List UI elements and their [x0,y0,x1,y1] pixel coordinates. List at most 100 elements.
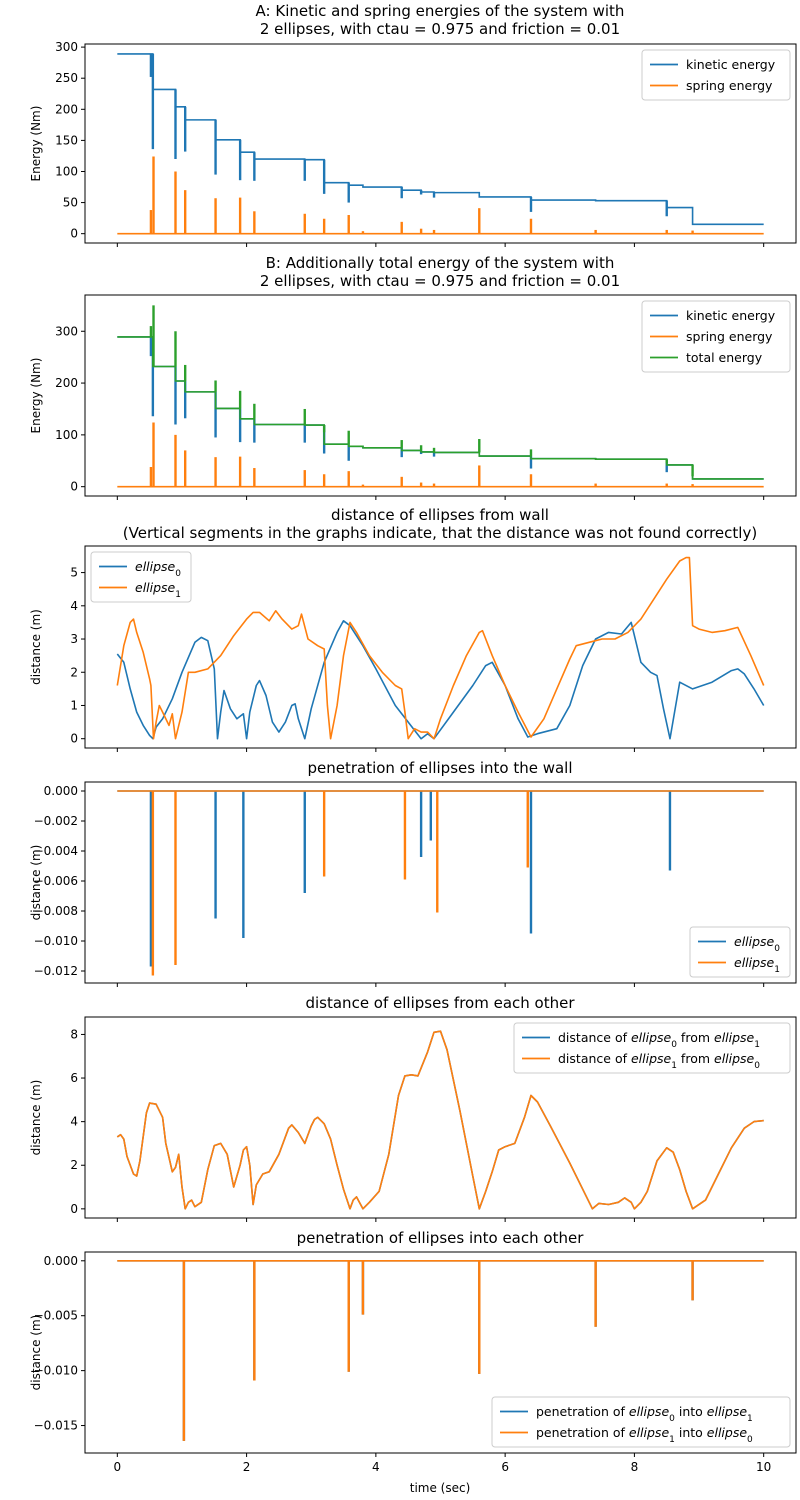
legend: penetration of ellipse0 into ellipse1pen… [491,1396,791,1448]
legend-label: ellipse0 [135,559,181,579]
legend-text-run: 0 [754,1061,760,1071]
legend-text-run: spring energy [686,329,773,344]
legend-text-run: 0 [669,1414,675,1424]
chart-title-line: A: Kinetic and spring energies of the sy… [256,2,625,20]
chart-title-line: B: Additionally total energy of the syst… [266,254,615,272]
y-tick-label: 0 [70,1202,78,1216]
y-tick-label: 1 [70,698,78,712]
y-axis-label: distance (m) [29,1080,43,1156]
x-tick-label: 2 [243,1460,251,1474]
y-tick-label: 2 [70,665,78,679]
panel-E: distance of ellipses from each other 0 2 4 6… [29,994,797,1222]
y-tick-label: −0.002 [34,814,78,828]
y-tick-label: 0 [70,227,78,241]
plot-data [117,53,764,235]
legend: kinetic energy spring energy total energy [641,300,791,373]
plot-frame [84,1251,797,1454]
y-tick-label: 6 [70,1071,78,1085]
legend-text-run: 1 [671,1061,677,1071]
legend-text-run: total energy [686,350,763,365]
legend-text-run: 1 [669,1435,675,1445]
y-tick-label: 300 [55,324,78,338]
y-tick-label: −0.012 [34,964,78,978]
legend-label: total energy [686,350,763,365]
legend-text-run: penetration of [536,1404,629,1419]
legend-frame [641,49,791,101]
legend-text-run: ellipse [629,1425,670,1440]
y-tick-label: 50 [63,196,78,210]
legend-frame [513,1022,791,1074]
y-axis-label: Energy (Nm) [29,358,43,434]
legend-text-run: ellipse [135,559,176,574]
legend-label: kinetic energy [686,308,776,323]
panel-B: B: Additionally total energy of the syst… [29,254,797,500]
legend-label: spring energy [686,329,773,344]
legend-text-run: ellipse [707,1425,748,1440]
legend-text-run: kinetic energy [686,57,776,72]
chart-title-line: distance of ellipses from each other [305,994,575,1012]
panel-F: penetration of ellipses into each other 0… [29,1229,797,1474]
legend-text-run: 1 [754,1040,760,1050]
series-line-green [117,336,764,480]
y-tick-label: 0.000 [44,1254,78,1268]
chart-title-line: penetration of ellipses into the wall [307,759,572,777]
legend-text-run: 0 [747,1435,753,1445]
x-tick-label: 6 [501,1460,509,1474]
y-tick-label: 5 [70,566,78,580]
legend: kinetic energy spring energy [641,49,791,101]
chart-title-line: penetration of ellipses into each other [297,1229,585,1247]
y-tick-label: 2 [70,1158,78,1172]
legend-text-run: ellipse [734,955,775,970]
legend-text-run: ellipse [631,1030,672,1045]
legend-text-run: ellipse [714,1030,755,1045]
legend-label: distance of ellipse0 from ellipse1 [558,1030,760,1050]
chart-title-line: (Vertical segments in the graphs indicat… [123,524,757,542]
y-tick-label: 250 [55,71,78,85]
legend-text-run: distance of [558,1051,631,1066]
legend-label: kinetic energy [686,57,776,72]
legend-text-run: 0 [671,1040,677,1050]
panel-C: distance of ellipses from wall(Vertical … [29,506,797,752]
y-tick-label: 0.000 [44,784,78,798]
y-tick-label: −0.015 [34,1419,78,1433]
plot-frame [84,1016,797,1219]
legend-text-run: 0 [175,569,181,579]
y-tick-label: 200 [55,376,78,390]
x-tick-label: 8 [631,1460,639,1474]
y-tick-label: 150 [55,133,78,147]
y-tick-label: 8 [70,1027,78,1041]
legend-text-run: from [677,1051,714,1066]
y-tick-label: 100 [55,428,78,442]
chart-title-line: 2 ellipses, with ctau = 0.975 and fricti… [260,272,620,290]
legend-text-run: from [677,1030,714,1045]
y-tick-label: 3 [70,632,78,646]
y-tick-label: 0 [70,732,78,746]
y-tick-label: 0 [70,480,78,494]
legend-text-run: ellipse [707,1404,748,1419]
y-tick-label: −0.006 [34,874,78,888]
y-tick-label: −0.004 [34,844,78,858]
panel-D: penetration of ellipses into the wall 0.0… [29,759,797,987]
y-tick-label: 200 [55,102,78,116]
plot-frame [84,781,797,984]
legend-text-run: distance of [558,1030,631,1045]
legend-text-run: ellipse [714,1051,755,1066]
legend-frame [641,300,791,373]
legend-text-run: penetration of [536,1425,629,1440]
legend-label: distance of ellipse1 from ellipse0 [558,1051,760,1071]
legend-frame [491,1396,791,1448]
y-tick-label: −0.005 [34,1309,78,1323]
y-tick-label: 300 [55,40,78,54]
y-axis-label: distance (m) [29,1315,43,1391]
plot-data [116,1030,764,1210]
legend-text-run: 0 [774,944,780,954]
series-line-orange [116,1030,764,1210]
y-axis-label: distance (m) [29,609,43,685]
legend-text-run: ellipse [734,934,775,949]
legend: distance of ellipse0 from ellipse1distan… [513,1022,791,1074]
legend-label: ellipse0 [734,934,780,954]
legend-label: ellipse1 [135,580,181,600]
x-tick-label: 4 [372,1460,380,1474]
